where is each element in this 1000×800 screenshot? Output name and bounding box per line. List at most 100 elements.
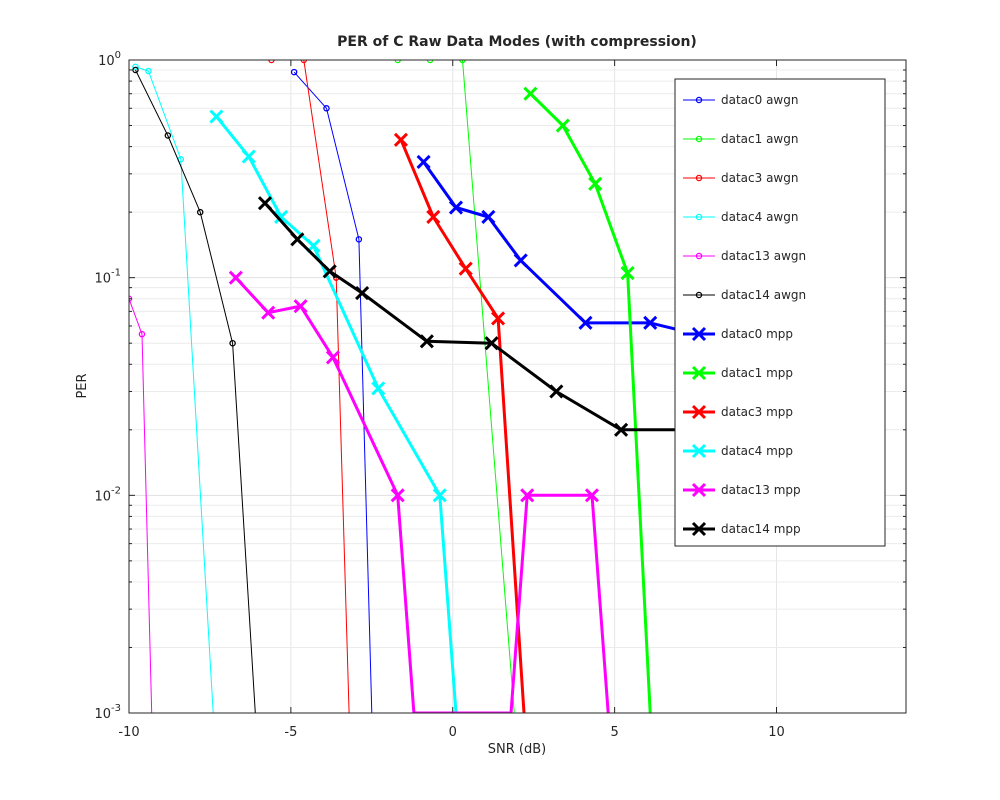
- x-axis-label: SNR (dB): [488, 742, 546, 757]
- chart-title: PER of C Raw Data Modes (with compressio…: [337, 34, 697, 50]
- data-point: [484, 336, 499, 351]
- series-line: [135, 66, 214, 713]
- legend-item-datac4-mpp: datac4 mpp: [683, 443, 793, 459]
- series-line: [271, 60, 350, 713]
- legend-label: datac1 awgn: [721, 132, 798, 146]
- data-point: [132, 66, 139, 74]
- y-tick-labels: 10-3 10-2 10-1 100: [94, 50, 121, 722]
- data-point: [138, 330, 146, 338]
- data-point: [416, 154, 431, 170]
- data-point: [584, 488, 600, 503]
- x-tick-label: -10: [118, 725, 139, 740]
- x-tick-labels: -10 -5 0 5 10: [118, 725, 784, 740]
- data-point: [145, 67, 152, 75]
- data-point: [393, 132, 409, 147]
- legend-marker: [691, 521, 707, 537]
- legend-item-datac4-awgn: datac4 awgn: [683, 210, 798, 224]
- data-point: [355, 236, 363, 243]
- legend-marker: [691, 326, 707, 342]
- data-point: [132, 63, 139, 71]
- data-point: [323, 105, 330, 112]
- legend-marker: [691, 404, 707, 420]
- data-point: [209, 109, 224, 124]
- series-datac14-awgn: [132, 66, 256, 713]
- data-point: [229, 339, 236, 347]
- series-layer: [129, 60, 693, 713]
- legend-item-datac13-awgn: datac13 awgn: [683, 249, 806, 263]
- series-line: [129, 298, 153, 713]
- data-point: [620, 265, 635, 281]
- legend-marker: [695, 252, 703, 260]
- data-point: [432, 488, 447, 503]
- legend-marker: [695, 135, 703, 143]
- data-point: [513, 253, 528, 268]
- data-point: [274, 209, 289, 225]
- data-point: [355, 285, 370, 301]
- data-point: [196, 208, 204, 216]
- legend-marker: [695, 291, 703, 299]
- legend-label: datac3 awgn: [721, 171, 798, 185]
- legend-item-datac3-mpp: datac3 mpp: [683, 404, 793, 420]
- legend-label: datac13 awgn: [721, 249, 806, 263]
- series-datac1-mpp: [523, 86, 652, 713]
- series-datac3-mpp: [393, 132, 526, 713]
- legend-item-datac13-mpp: datac13 mpp: [683, 482, 801, 498]
- y-tick-label: 10-1: [94, 268, 121, 287]
- legend-item-datac1-awgn: datac1 awgn: [683, 132, 798, 146]
- data-point: [290, 232, 305, 247]
- legend-marker: [695, 174, 703, 182]
- series-datac13-mpp: [228, 270, 610, 713]
- data-point: [523, 86, 538, 101]
- data-point: [419, 334, 434, 349]
- data-point: [290, 68, 298, 76]
- legend-box: [674, 78, 886, 547]
- legend-label: datac0 mpp: [721, 327, 793, 341]
- legend-label: datac14 awgn: [721, 288, 806, 302]
- data-point: [555, 118, 570, 133]
- legend-marker: [691, 365, 707, 381]
- y-axis-label: PER: [75, 373, 90, 398]
- data-point: [426, 209, 441, 225]
- series-line: [397, 60, 515, 713]
- data-point: [322, 264, 337, 279]
- series-line: [293, 71, 373, 713]
- legend-item-datac0-awgn: datac0 awgn: [683, 93, 798, 107]
- series-line: [135, 69, 256, 713]
- legend-marker: [695, 213, 703, 221]
- data-point: [549, 384, 564, 399]
- data-point: [520, 488, 535, 503]
- legend: datac0 awgn datac1 awgn datac3 awgn datac4 …: [674, 78, 886, 547]
- data-point: [614, 422, 629, 437]
- y-tick-label: 100: [98, 50, 121, 69]
- legend-item-datac14-mpp: datac14 mpp: [683, 521, 801, 537]
- legend-label: datac1 mpp: [721, 366, 793, 380]
- data-point: [390, 488, 405, 503]
- x-tick-label: 5: [610, 725, 618, 740]
- legend-marker: [691, 482, 707, 498]
- legend-label: datac4 awgn: [721, 210, 798, 224]
- data-point: [448, 200, 464, 215]
- x-tick-label: 10: [768, 725, 785, 740]
- data-point: [371, 381, 386, 396]
- data-point: [491, 311, 506, 326]
- data-point: [481, 209, 496, 225]
- data-point: [643, 315, 658, 330]
- y-tick-label: 10-2: [94, 485, 121, 504]
- y-tick-label: 10-3: [94, 703, 121, 722]
- data-point: [325, 350, 341, 365]
- legend-label: datac0 awgn: [721, 93, 798, 107]
- data-point: [164, 132, 172, 139]
- axis-ticks: [128, 60, 906, 714]
- x-tick-label: 0: [449, 725, 457, 740]
- legend-marker: [691, 443, 707, 459]
- data-point: [241, 149, 256, 164]
- data-point: [257, 196, 273, 211]
- legend-item-datac1-mpp: datac1 mpp: [683, 365, 793, 381]
- legend-item-datac14-awgn: datac14 awgn: [683, 288, 806, 302]
- legend-label: datac3 mpp: [721, 405, 793, 419]
- data-point: [588, 176, 603, 191]
- plot-frame: [128, 59, 907, 714]
- data-point: [578, 315, 593, 330]
- legend-label: datac4 mpp: [721, 444, 793, 458]
